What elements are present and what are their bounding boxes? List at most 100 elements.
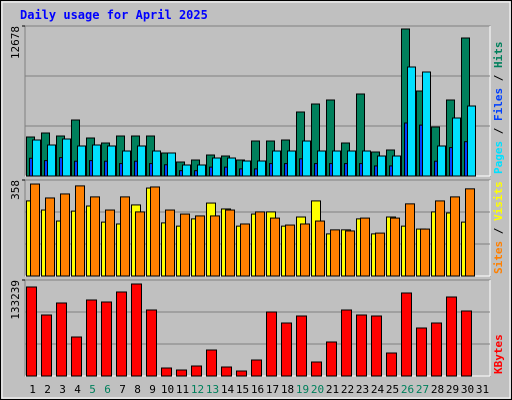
x-tick-label: 22 — [341, 383, 354, 396]
bar — [225, 209, 235, 277]
x-tick-label: 26 — [401, 383, 414, 396]
bar — [176, 369, 187, 377]
x-tick-label: 31 — [476, 383, 489, 396]
bar — [315, 220, 325, 277]
x-tick-label: 1 — [29, 383, 36, 396]
bar — [386, 352, 397, 377]
x-tick-label: 15 — [236, 383, 249, 396]
bar — [431, 322, 442, 377]
legend-entry: KBytes — [492, 334, 505, 374]
bar — [191, 365, 202, 377]
legend: Sites / Visits — [492, 181, 505, 274]
bar — [300, 223, 310, 277]
bar — [107, 145, 116, 177]
bar — [137, 145, 146, 177]
x-tick-label: 17 — [266, 383, 279, 396]
bar — [71, 336, 82, 377]
bar — [45, 197, 55, 277]
legend-entry: Files — [492, 88, 505, 121]
bar — [152, 150, 161, 177]
bar — [287, 150, 296, 177]
x-tick-label: 19 — [296, 383, 309, 396]
legend-entry: Sites — [492, 241, 505, 274]
bar — [341, 309, 352, 377]
legend-entry: Visits — [492, 181, 505, 221]
bar — [47, 144, 56, 177]
x-tick-label: 27 — [416, 383, 429, 396]
bar — [435, 200, 445, 277]
bar — [452, 117, 461, 177]
bar — [60, 193, 70, 277]
x-tick-label: 14 — [221, 383, 235, 396]
x-tick-label: 3 — [59, 383, 66, 396]
bar — [362, 150, 371, 177]
x-tick-label: 11 — [176, 383, 189, 396]
legend-separator: / — [492, 121, 505, 141]
bar — [285, 224, 295, 277]
x-tick-label: 16 — [251, 383, 264, 396]
legend-entry: Hits — [492, 42, 505, 69]
bar — [375, 232, 385, 277]
bar — [236, 370, 247, 377]
bar — [257, 160, 266, 177]
bar — [281, 322, 292, 377]
bar — [296, 315, 307, 377]
y-tick-label: 358 — [9, 180, 22, 200]
bar — [422, 71, 431, 177]
bar — [182, 164, 191, 177]
bar — [251, 359, 262, 377]
bar — [210, 215, 220, 277]
bar — [461, 310, 472, 377]
bar — [26, 286, 37, 377]
bar — [266, 311, 277, 377]
bar — [311, 361, 322, 377]
x-tick-label: 5 — [89, 383, 96, 396]
bar — [405, 203, 415, 277]
bar — [345, 230, 355, 277]
bar — [105, 209, 115, 277]
x-tick-label: 25 — [386, 383, 399, 396]
bar — [101, 301, 112, 377]
bar — [86, 299, 97, 377]
x-tick-label: 29 — [446, 383, 459, 396]
bar — [401, 292, 412, 377]
bar — [56, 302, 67, 377]
bar — [221, 366, 232, 377]
bar — [197, 164, 206, 177]
x-tick-label: 10 — [161, 383, 174, 396]
bar — [240, 223, 250, 277]
bar — [377, 155, 386, 177]
bar — [242, 160, 251, 177]
chart-title: Daily usage for April 2025 — [20, 8, 208, 22]
bar — [131, 283, 142, 377]
bar — [467, 105, 476, 177]
x-tick-label: 13 — [206, 383, 219, 396]
bar — [347, 150, 356, 177]
bar — [30, 183, 40, 277]
bar — [206, 349, 217, 377]
bar — [165, 209, 175, 277]
bar — [90, 196, 100, 277]
bar — [41, 314, 52, 377]
bar — [120, 196, 130, 277]
bar — [150, 186, 160, 277]
x-tick-label: 24 — [371, 383, 385, 396]
bar — [32, 139, 41, 177]
bar — [420, 228, 430, 277]
x-tick-label: 2 — [44, 383, 51, 396]
x-tick-label: 18 — [281, 383, 294, 396]
bar — [212, 157, 221, 177]
x-tick-label: 30 — [461, 383, 474, 396]
legend: Pages / Files / Hits — [492, 42, 505, 175]
bar — [272, 150, 281, 177]
x-tick-label: 8 — [134, 383, 141, 396]
bar — [332, 150, 341, 177]
bar — [390, 217, 400, 277]
x-tick-label: 23 — [356, 383, 369, 396]
x-tick-label: 28 — [431, 383, 444, 396]
bar — [416, 327, 427, 377]
legend-separator: / — [492, 68, 505, 88]
bar — [122, 150, 131, 177]
